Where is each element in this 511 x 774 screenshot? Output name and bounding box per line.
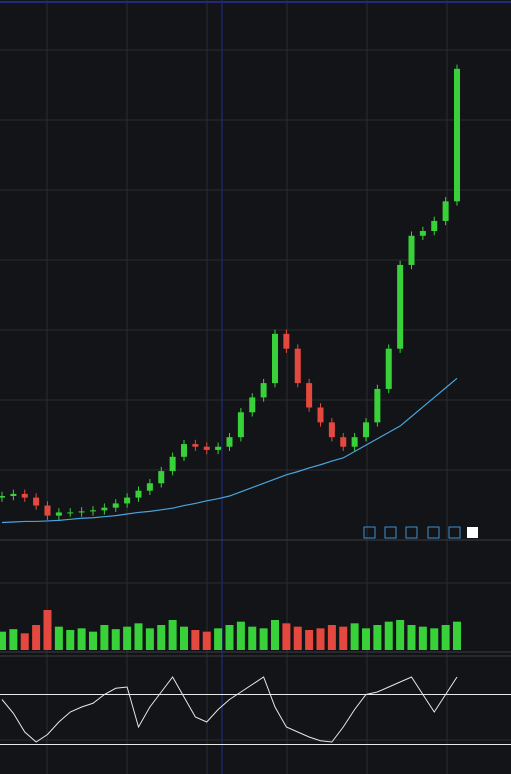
volume-bar	[418, 626, 427, 650]
oscillator-line	[1, 676, 458, 743]
volume-bar	[282, 623, 291, 650]
candle-body	[226, 437, 233, 447]
volume-bar	[350, 623, 359, 650]
candle-body	[158, 471, 165, 484]
volume-bar	[384, 621, 393, 650]
volume-bar	[54, 626, 63, 650]
volume-bar	[89, 631, 97, 650]
volume-bar	[180, 626, 188, 650]
volume-bar	[407, 625, 416, 650]
volume-bar	[100, 625, 109, 650]
candle-body	[294, 348, 301, 384]
candle-body	[431, 220, 438, 232]
tool-icon[interactable]	[448, 526, 461, 539]
volume-bar	[77, 628, 86, 650]
volume-bar	[373, 625, 382, 650]
volume-bar	[430, 628, 439, 650]
tool-icon[interactable]	[384, 526, 397, 539]
candle-body	[67, 512, 74, 514]
volume-bar	[123, 626, 132, 650]
candle-body	[215, 446, 222, 450]
volume-bar	[145, 628, 154, 650]
volume-bar	[20, 633, 29, 650]
candle-body	[374, 388, 381, 423]
candle-body	[33, 497, 40, 506]
volume-bar	[157, 625, 166, 650]
candle-body	[101, 507, 108, 511]
volume-bar	[66, 630, 75, 650]
candle-body	[181, 444, 187, 457]
candle-body	[249, 397, 256, 413]
volume-bar	[259, 628, 268, 650]
volume-bar	[362, 628, 370, 650]
volume-bar	[202, 631, 211, 650]
candle-body	[124, 497, 131, 504]
candle-body	[363, 422, 369, 438]
volume-bar	[225, 625, 234, 650]
candle-body	[21, 493, 28, 498]
candle-body	[272, 333, 278, 384]
candle-body	[44, 505, 51, 516]
candle-body	[328, 422, 335, 438]
candle-body	[55, 512, 62, 516]
candle-body	[90, 510, 96, 512]
candle-body	[78, 511, 85, 513]
candle-body	[283, 333, 290, 349]
candle-body	[0, 496, 5, 498]
candle-body	[385, 348, 392, 389]
volume-bar	[111, 629, 120, 650]
volume-bar	[327, 625, 336, 650]
candle-body	[408, 235, 415, 265]
volume-bar	[9, 629, 18, 650]
volume-bar	[134, 623, 143, 650]
volume-bar	[339, 626, 348, 650]
candle-body	[146, 483, 153, 491]
candle-body	[192, 444, 199, 447]
candle-body	[397, 264, 404, 349]
tool-icon[interactable]	[427, 526, 440, 539]
volume-bar	[32, 625, 41, 650]
candle-body	[454, 68, 460, 202]
volume-bar	[0, 631, 6, 650]
candle-body	[306, 383, 313, 408]
volume-bar	[305, 630, 314, 650]
info-icon[interactable]	[467, 527, 478, 538]
candle-body	[419, 231, 426, 236]
volume-bar	[316, 628, 325, 650]
toolbar	[363, 526, 478, 539]
volume-bar	[441, 625, 450, 650]
candle-body	[317, 407, 324, 423]
candle-body	[340, 437, 347, 447]
candle-body	[260, 383, 267, 398]
volume-bar	[43, 610, 52, 650]
volume-bar	[271, 620, 279, 650]
candle-body	[237, 412, 244, 438]
candle-body	[135, 490, 142, 498]
volume-bar	[191, 630, 200, 650]
candle-body	[112, 503, 119, 508]
volume-bar	[168, 620, 177, 650]
tool-icon[interactable]	[405, 526, 418, 539]
volume-bar	[396, 620, 405, 650]
candle-body	[351, 437, 358, 447]
candle-body	[169, 456, 176, 472]
candle-body	[203, 446, 210, 450]
tool-icon[interactable]	[363, 526, 376, 539]
volume-bar	[293, 626, 302, 650]
volume-bar	[236, 621, 245, 650]
volume-bar	[453, 621, 461, 650]
volume-bar	[214, 628, 223, 650]
moving-average	[1, 377, 458, 524]
candle-body	[442, 201, 449, 221]
candle-body	[10, 493, 17, 497]
volume-bar	[248, 626, 257, 650]
